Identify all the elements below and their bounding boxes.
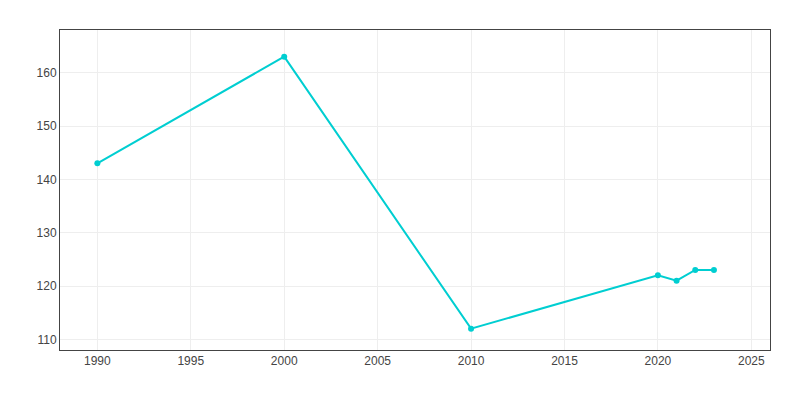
svg-text:1990: 1990 [84, 354, 111, 368]
svg-text:150: 150 [37, 119, 57, 133]
svg-text:120: 120 [37, 279, 57, 293]
svg-text:2015: 2015 [551, 354, 578, 368]
svg-text:1995: 1995 [177, 354, 204, 368]
svg-text:130: 130 [37, 226, 57, 240]
svg-text:110: 110 [37, 333, 56, 347]
svg-text:160: 160 [37, 66, 57, 80]
svg-text:2000: 2000 [271, 354, 298, 368]
svg-text:2020: 2020 [645, 354, 672, 368]
svg-text:2005: 2005 [364, 354, 391, 368]
svg-text:140: 140 [37, 173, 57, 187]
svg-text:2025: 2025 [738, 354, 765, 368]
svg-text:2010: 2010 [458, 354, 485, 368]
